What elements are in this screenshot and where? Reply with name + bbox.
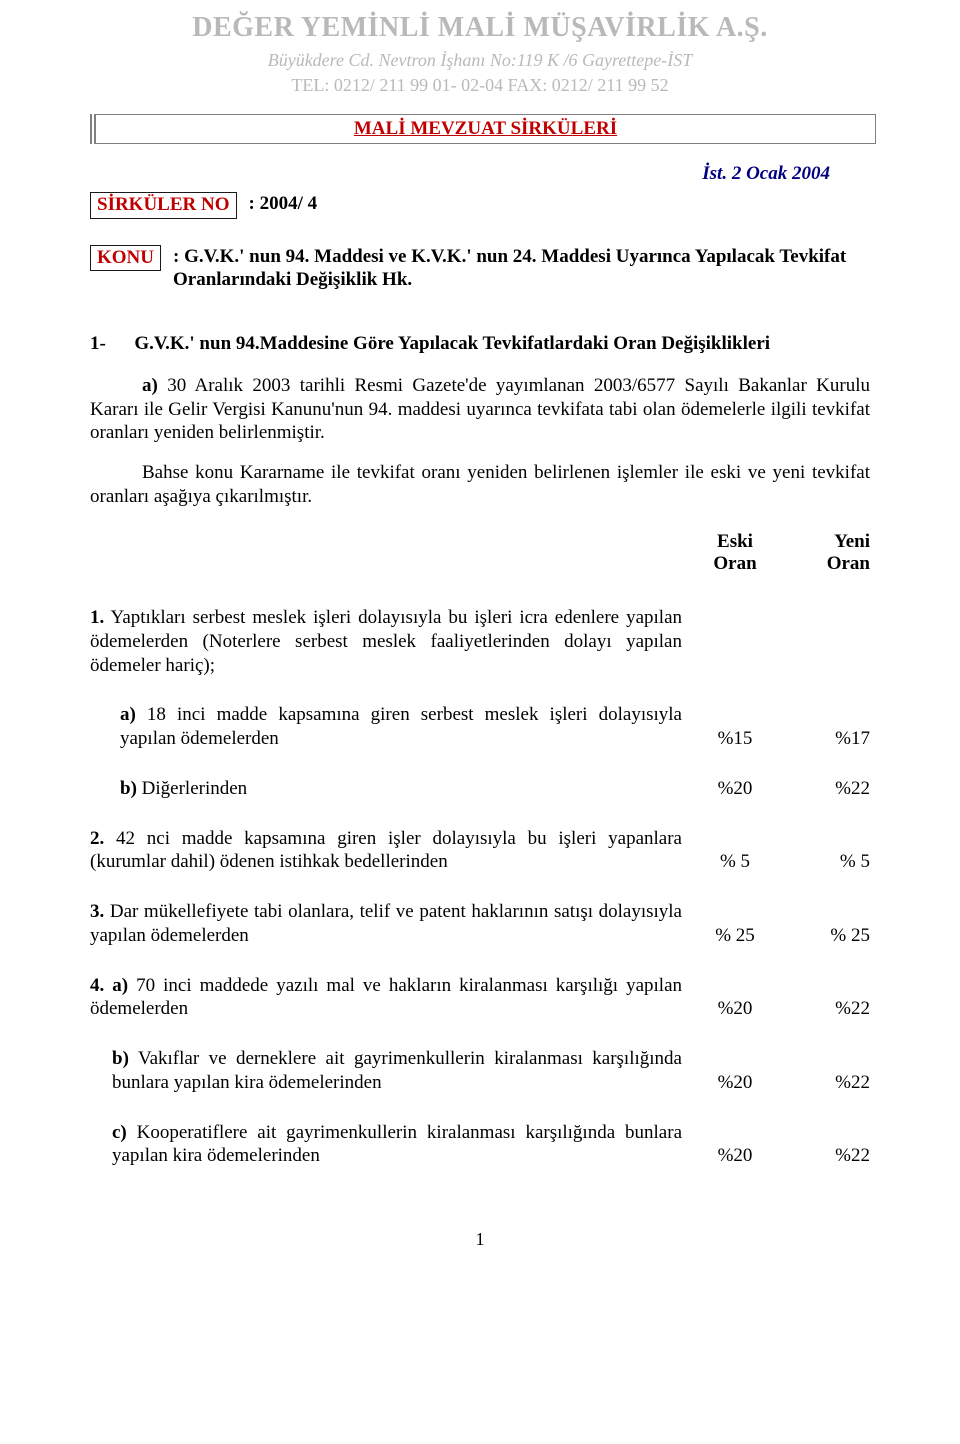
item-2-old: % 5 <box>690 850 780 874</box>
item-4a-new: %22 <box>780 997 870 1021</box>
document-page: DEĞER YEMİNLİ MALİ MÜŞAVİRLİK A.Ş. Büyük… <box>0 0 960 1281</box>
item-4b: b) Vakıflar ve derneklere ait gayrimenku… <box>90 1047 870 1095</box>
banner-title: MALİ MEVZUAT SİRKÜLERİ <box>96 114 876 144</box>
item-2-lead: 2. <box>90 828 104 849</box>
item-1a: a) 18 inci madde kapsamına giren serbest… <box>90 703 870 751</box>
item-1b-new: %22 <box>780 777 870 801</box>
item-4c-text: Kooperatiflere ait gayrimenkullerin kira… <box>112 1122 682 1167</box>
item-1a-old: %15 <box>690 727 780 751</box>
para1-lead: a) <box>142 375 158 396</box>
item-1a-new: %17 <box>780 727 870 751</box>
item-4b-new: %22 <box>780 1071 870 1095</box>
item-4a-lead: 4. a) <box>90 975 128 996</box>
sirkuler-row: SİRKÜLER NO : 2004/ 4 <box>90 192 870 219</box>
item-1b-old: %20 <box>690 777 780 801</box>
item-4a-text: 70 inci maddede yazılı mal ve hakların k… <box>90 975 682 1020</box>
item-4c: c) Kooperatiflere ait gayrimenkullerin k… <box>90 1121 870 1169</box>
item-1b-lead: b) <box>120 778 137 799</box>
konu-label: KONU <box>90 245 161 272</box>
item-4c-lead: c) <box>112 1122 127 1143</box>
paragraph-2: Bahse konu Kararname ile tevkifat oranı … <box>90 461 870 509</box>
item-4a: 4. a) 70 inci maddede yazılı mal ve hakl… <box>90 974 870 1022</box>
item-4c-old: %20 <box>690 1144 780 1168</box>
paragraph-1: a) 30 Aralık 2003 tarihli Resmi Gazete'd… <box>90 374 870 445</box>
konu-row: KONU : G.V.K.' nun 94. Maddesi ve K.V.K.… <box>90 245 870 293</box>
item-1a-lead: a) <box>120 704 136 725</box>
banner-container: MALİ MEVZUAT SİRKÜLERİ <box>90 114 876 144</box>
item-1-lead: 1. <box>90 607 104 628</box>
document-date: İst. 2 Ocak 2004 <box>90 162 870 186</box>
item-4c-new: %22 <box>780 1144 870 1168</box>
item-4b-text: Vakıflar ve derneklere ait gayrimenkulle… <box>112 1048 682 1093</box>
item-2-new: % 5 <box>780 850 870 874</box>
item-4b-lead: b) <box>112 1048 129 1069</box>
col-new: YeniOran <box>780 531 870 577</box>
company-name: DEĞER YEMİNLİ MALİ MÜŞAVİRLİK A.Ş. <box>90 10 870 45</box>
item-2: 2. 42 nci madde kapsamına giren işler do… <box>90 827 870 875</box>
item-3-lead: 3. <box>90 901 104 922</box>
col-old: EskiOran <box>690 531 780 577</box>
item-4b-old: %20 <box>690 1071 780 1095</box>
page-number: 1 <box>90 1228 870 1251</box>
item-4a-old: %20 <box>690 997 780 1021</box>
sirkuler-label: SİRKÜLER NO <box>90 192 237 219</box>
section-heading: 1- G.V.K.' nun 94.Maddesine Göre Yapılac… <box>90 332 870 356</box>
item-3-new: % 25 <box>780 924 870 948</box>
item-1b: b) Diğerlerinden %20 %22 <box>90 777 870 801</box>
rate-table-header: EskiOran YeniOran <box>90 531 870 577</box>
heading-prefix: 1- <box>90 333 106 354</box>
item-1b-text: Diğerlerinden <box>137 778 247 799</box>
company-address: Büyükdere Cd. Nevtron İşhanı No:119 K /6… <box>90 49 870 72</box>
item-3-text: Dar mükellefiyete tabi olanlara, telif v… <box>90 901 682 946</box>
sirkuler-value: : 2004/ 4 <box>249 192 871 216</box>
item-1-text: Yaptıkları serbest meslek işleri dolayıs… <box>90 607 682 676</box>
item-3: 3. Dar mükellefiyete tabi olanlara, teli… <box>90 900 870 948</box>
para1-text: 30 Aralık 2003 tarihli Resmi Gazete'de y… <box>90 375 870 444</box>
item-2-text: 42 nci madde kapsamına giren işler dolay… <box>90 828 682 873</box>
item-1a-text: 18 inci madde kapsamına giren serbest me… <box>120 704 682 749</box>
konu-value: : G.V.K.' nun 94. Maddesi ve K.V.K.' nun… <box>173 245 870 293</box>
para2-text: Bahse konu Kararname ile tevkifat oranı … <box>90 462 870 507</box>
heading-text: G.V.K.' nun 94.Maddesine Göre Yapılacak … <box>134 333 770 354</box>
item-1-intro: 1. Yaptıkları serbest meslek işleri dola… <box>90 606 870 677</box>
company-contact: TEL: 0212/ 211 99 01- 02-04 FAX: 0212/ 2… <box>90 74 870 97</box>
item-3-old: % 25 <box>690 924 780 948</box>
